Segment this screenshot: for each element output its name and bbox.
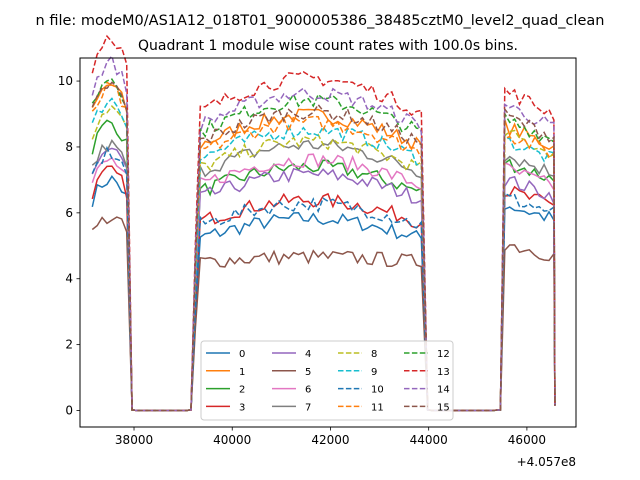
x-tick-label: 46000 — [508, 433, 546, 447]
y-tick-label: 0 — [65, 404, 73, 418]
series-layer — [91, 34, 556, 412]
legend-label-15: 15 — [437, 402, 450, 413]
series-line-15 — [91, 81, 556, 412]
chart-suptitle: n file: modeM0/AS1A12_018T01_9000005386_… — [36, 13, 605, 29]
legend-label-14: 14 — [437, 385, 450, 396]
legend-frame — [200, 340, 454, 421]
x-tick-label: 38000 — [115, 433, 153, 447]
legend-label-1: 1 — [239, 367, 245, 378]
y-axis: 0 2 4 6 8 10 — [58, 74, 80, 418]
y-tick-label: 6 — [65, 206, 73, 220]
legend-label-3: 3 — [239, 402, 245, 413]
legend-label-11: 11 — [371, 402, 384, 413]
x-tick-label: 42000 — [311, 433, 349, 447]
chart-title: Quadrant 1 module wise count rates with … — [138, 38, 518, 54]
x-offset-text: +4.057e8 — [517, 455, 576, 469]
legend-label-10: 10 — [371, 385, 384, 396]
legend-label-9: 9 — [371, 367, 377, 378]
legend-label-7: 7 — [305, 402, 311, 413]
y-tick-label: 4 — [65, 272, 73, 286]
series-line-14 — [91, 54, 556, 412]
legend-label-8: 8 — [371, 349, 377, 360]
x-tick-label: 44000 — [410, 433, 448, 447]
legend-label-12: 12 — [437, 349, 450, 360]
legend-label-6: 6 — [305, 385, 311, 396]
y-tick-label: 10 — [58, 74, 73, 88]
legend-label-5: 5 — [305, 367, 311, 378]
legend-label-13: 13 — [437, 367, 450, 378]
legend-label-0: 0 — [239, 349, 245, 360]
legend-label-2: 2 — [239, 385, 245, 396]
y-tick-label: 8 — [65, 140, 73, 154]
x-axis: 38000 40000 42000 44000 46000 — [115, 427, 546, 447]
x-tick-label: 40000 — [213, 433, 251, 447]
legend-label-4: 4 — [305, 349, 311, 360]
y-tick-label: 2 — [65, 338, 73, 352]
axes-frame — [79, 57, 577, 428]
